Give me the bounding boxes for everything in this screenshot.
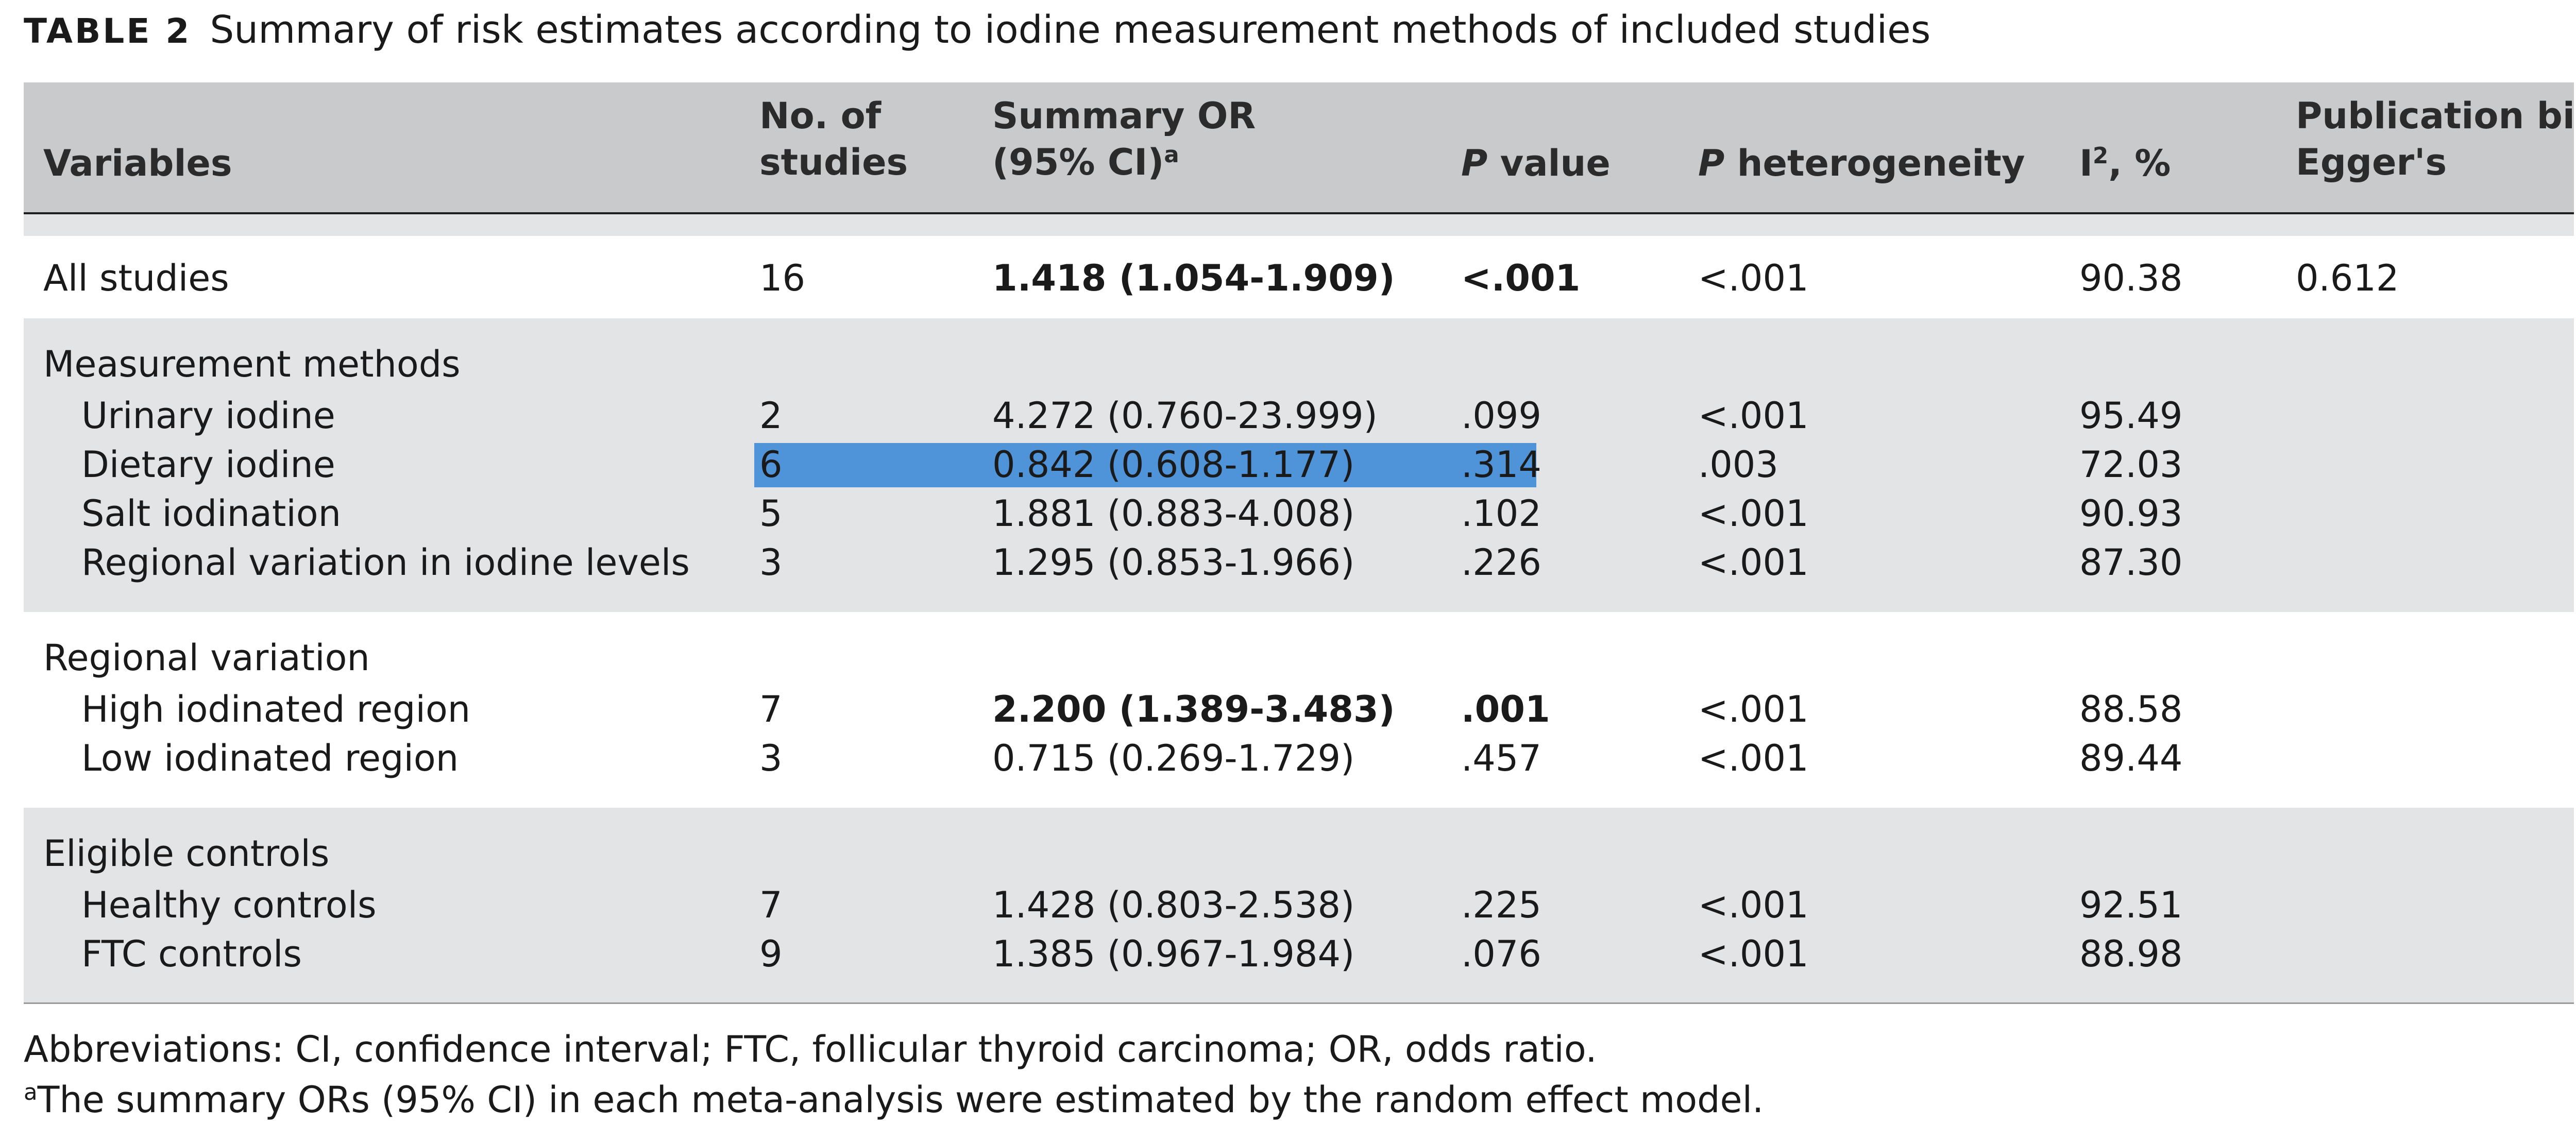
- header-publication-bias: Publication bias Egger's: [2296, 93, 2576, 185]
- header-p-rest: value: [1487, 142, 1611, 184]
- row-high-n: 7: [759, 688, 783, 730]
- row-low-label: Low iodinated region: [81, 737, 459, 779]
- row-salt-n: 5: [759, 492, 783, 535]
- row-high-p: .001: [1461, 688, 1550, 730]
- row-regional-levels-n: 3: [759, 541, 783, 584]
- header-studies: No. of studies: [759, 93, 908, 185]
- row-urinary-p: .099: [1461, 395, 1541, 437]
- subheader-strip: [24, 214, 2574, 236]
- row-urinary-n: 2: [759, 395, 783, 437]
- header-i2: I2, %: [2079, 139, 2171, 188]
- row-high-or: 2.200 (1.389-3.483): [992, 688, 1395, 730]
- row-dietary-p: .314: [1461, 444, 1541, 486]
- table-caption: TABLE 2 Summary of risk estimates accordi…: [24, 4, 1930, 57]
- header-rule: [24, 212, 2574, 214]
- row-regional-levels-label: Regional variation in iodine levels: [81, 541, 690, 584]
- band-eligible-controls: [24, 808, 2574, 1003]
- row-dietary-or: 0.842 (0.608-1.177): [992, 444, 1355, 486]
- row-high-label: High iodinated region: [81, 688, 471, 730]
- row-healthy-i2: 92.51: [2079, 884, 2183, 926]
- row-healthy-p: .225: [1461, 884, 1541, 926]
- row-healthy-n: 7: [759, 884, 783, 926]
- bottom-rule: [24, 1002, 2574, 1004]
- row-low-or: 0.715 (0.269-1.729): [992, 737, 1355, 779]
- header-variables: Variables: [43, 142, 232, 184]
- row-salt-or: 1.881 (0.883-4.008): [992, 492, 1355, 535]
- row-low-n: 3: [759, 737, 783, 779]
- header-or-line2: (95% CI)a: [992, 139, 1256, 185]
- row-low-i2: 89.44: [2079, 737, 2183, 779]
- header-bias-line2: Egger's: [2296, 141, 2447, 183]
- row-high-phet: <.001: [1698, 688, 1809, 730]
- row-regional-levels-i2: 87.30: [2079, 541, 2183, 584]
- row-ftc-phet: <.001: [1698, 933, 1809, 975]
- row-all-p: <.001: [1461, 257, 1581, 299]
- header-summary-or: Summary OR (95% CI)a: [992, 93, 1256, 185]
- header-phet-italic: P: [1698, 142, 1725, 184]
- row-healthy-label: Healthy controls: [81, 884, 377, 926]
- row-all-phet: <.001: [1698, 257, 1809, 299]
- row-salt-phet: <.001: [1698, 492, 1809, 535]
- header-i2-base: I: [2079, 142, 2093, 184]
- row-urinary-i2: 95.49: [2079, 395, 2183, 437]
- row-regional-levels-p: .226: [1461, 541, 1541, 584]
- row-urinary-label: Urinary iodine: [81, 395, 335, 437]
- header-p-heterogeneity: P heterogeneity: [1698, 139, 2025, 188]
- header-or-ci: (95% CI): [992, 141, 1164, 183]
- selection-highlight: [754, 443, 1536, 487]
- header-p-value: P value: [1461, 139, 1611, 188]
- footnote-abbreviations: Abbreviations: CI, confidence interval; …: [24, 1028, 1597, 1070]
- row-salt-i2: 90.93: [2079, 492, 2183, 535]
- row-all-bias: 0.612: [2296, 257, 2399, 299]
- row-all-or: 1.418 (1.054-1.909): [992, 257, 1395, 299]
- band-regional-variation: [24, 612, 2574, 808]
- band-all-studies: [24, 236, 2574, 318]
- header-phet-rest: heterogeneity: [1724, 142, 2025, 184]
- section-eligible-controls: Eligible controls: [43, 832, 330, 875]
- row-regional-levels-or: 1.295 (0.853-1.966): [992, 541, 1355, 584]
- header-studies-line1: No. of: [759, 95, 882, 137]
- header-i2-rest: , %: [2108, 142, 2171, 184]
- row-regional-levels-phet: <.001: [1698, 541, 1809, 584]
- table-label: TABLE 2: [24, 11, 192, 51]
- row-urinary-or: 4.272 (0.760-23.999): [992, 395, 1378, 437]
- row-low-p: .457: [1461, 737, 1541, 779]
- header-bias-line1: Publication bias: [2296, 95, 2576, 137]
- row-healthy-or: 1.428 (0.803-2.538): [992, 884, 1355, 926]
- row-dietary-i2: 72.03: [2079, 444, 2183, 486]
- results-table: Variables No. of studies Summary OR (95%…: [24, 82, 2576, 1004]
- row-ftc-label: FTC controls: [81, 933, 302, 975]
- row-all-label: All studies: [43, 257, 229, 299]
- section-regional-variation: Regional variation: [43, 637, 370, 679]
- row-urinary-phet: <.001: [1698, 395, 1809, 437]
- row-ftc-i2: 88.98: [2079, 933, 2183, 975]
- header-band: [24, 82, 2574, 212]
- row-dietary-n: 6: [759, 444, 783, 486]
- row-healthy-phet: <.001: [1698, 884, 1809, 926]
- header-or-sup: a: [1164, 142, 1179, 168]
- row-dietary-label: Dietary iodine: [81, 444, 335, 486]
- row-ftc-p: .076: [1461, 933, 1541, 975]
- row-high-i2: 88.58: [2079, 688, 2183, 730]
- row-low-phet: <.001: [1698, 737, 1809, 779]
- row-all-n: 16: [759, 257, 806, 299]
- section-measurement-methods: Measurement methods: [43, 343, 461, 385]
- header-i2-sup: 2: [2093, 143, 2109, 169]
- row-ftc-or: 1.385 (0.967-1.984): [992, 933, 1355, 975]
- row-dietary-phet: .003: [1698, 444, 1778, 486]
- header-studies-line2: studies: [759, 141, 908, 183]
- footnote-a: aThe summary ORs (95% CI) in each meta-a…: [24, 1076, 1764, 1124]
- header-p-italic: P: [1461, 142, 1488, 184]
- footnote-a-sup: a: [24, 1080, 38, 1106]
- footnote-a-text: The summary ORs (95% CI) in each meta-an…: [37, 1079, 1764, 1121]
- header-or-line1: Summary OR: [992, 95, 1256, 137]
- row-salt-p: .102: [1461, 492, 1541, 535]
- row-ftc-n: 9: [759, 933, 783, 975]
- row-salt-label: Salt iodination: [81, 492, 341, 535]
- table-title: Summary of risk estimates according to i…: [210, 8, 1931, 52]
- row-all-i2: 90.38: [2079, 257, 2183, 299]
